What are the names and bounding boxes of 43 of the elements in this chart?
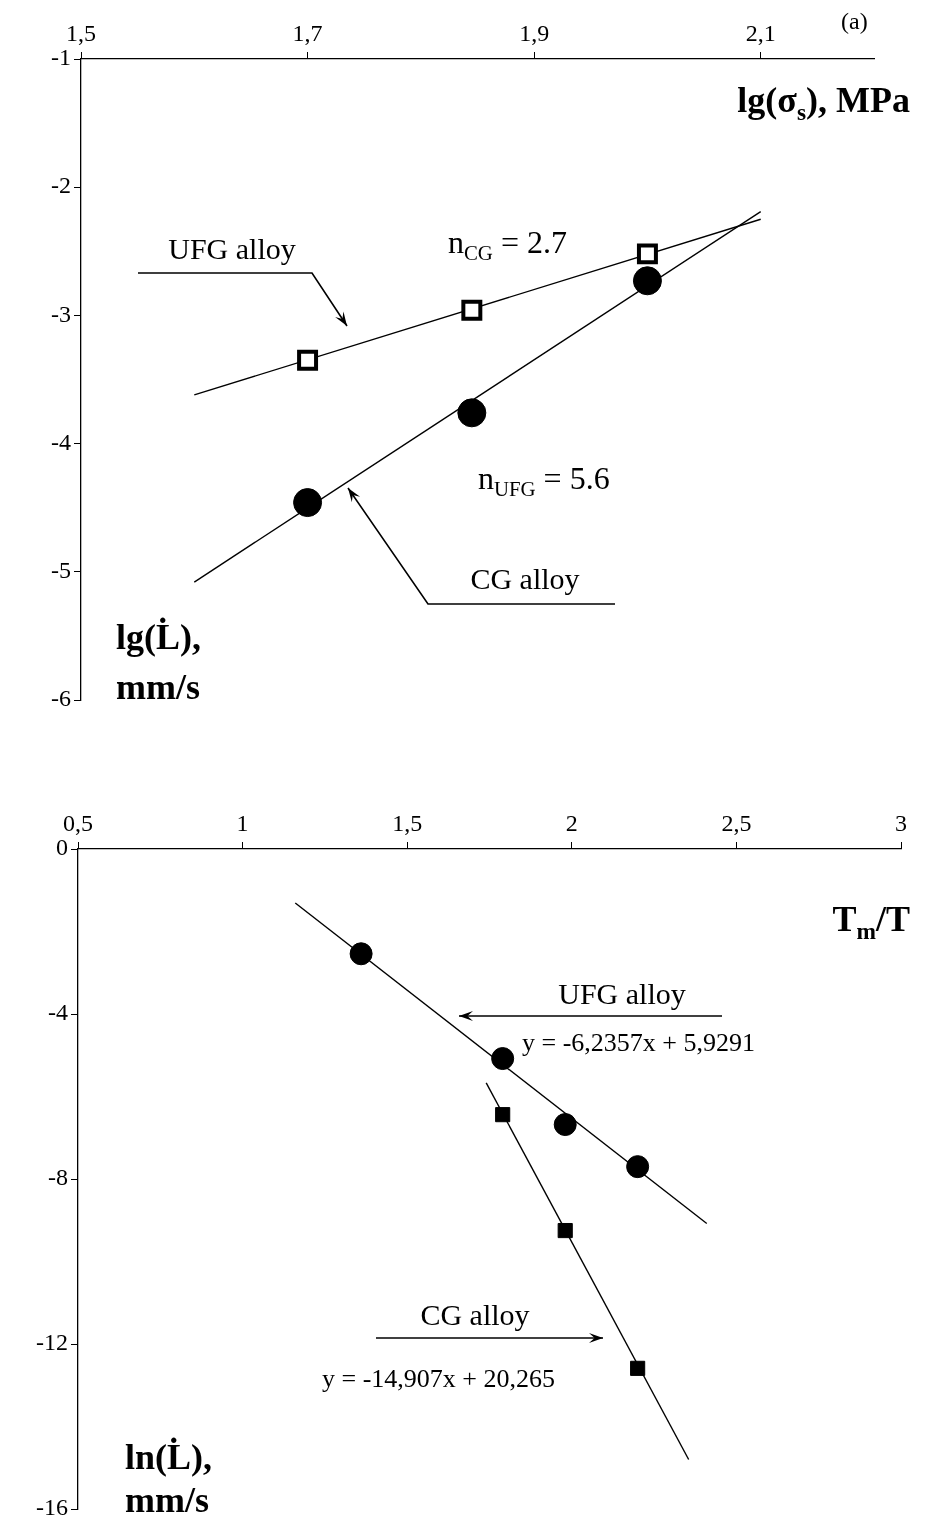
annotation: UFG alloy	[558, 977, 686, 1010]
y-tick-label: 0	[56, 834, 68, 861]
point	[293, 488, 323, 518]
x-tick-label: 1,7	[292, 19, 323, 46]
y-tick-label: -1	[51, 44, 71, 71]
annotation: UFG alloy	[168, 232, 296, 265]
point	[636, 243, 658, 265]
y-axis-title: lg(L̇), mm/s	[116, 617, 201, 707]
annotation: CG alloy	[470, 562, 580, 595]
point	[457, 398, 487, 428]
annotation: CG alloy	[420, 1298, 530, 1331]
x-tick-label: 1,5	[66, 19, 96, 46]
point	[461, 299, 483, 321]
point	[626, 1155, 650, 1179]
x-tick-label: 1	[236, 809, 249, 836]
x-tick-label: 2,1	[745, 19, 776, 46]
annotation: y = -14,907x + 20,265	[322, 1364, 555, 1393]
point	[630, 1360, 646, 1376]
y-tick-label: -4	[51, 428, 71, 455]
point	[495, 1107, 511, 1123]
point	[632, 266, 662, 296]
point	[557, 1222, 573, 1239]
y-tick-label: -4	[48, 999, 68, 1026]
x-tick-label: 1,9	[519, 19, 550, 46]
y-tick-label: -16	[36, 1494, 68, 1521]
x-tick-label: 2	[565, 809, 578, 836]
y-tick-label: -6	[51, 685, 71, 712]
point	[297, 349, 319, 371]
text: (a)	[841, 8, 868, 34]
point	[553, 1113, 577, 1137]
y-axis-title: ln(L̇), mm/s	[125, 1437, 213, 1520]
x-tick-label: 3	[895, 809, 907, 836]
x-tick-label: 0,5	[63, 809, 93, 836]
y-tick-label: -3	[51, 300, 71, 327]
x-tick-label: 2,5	[721, 809, 752, 836]
y-tick-label: -2	[51, 172, 71, 199]
y-tick-label: -5	[51, 557, 71, 584]
x-tick-label: 1,5	[392, 809, 423, 836]
point	[349, 942, 373, 966]
y-tick-label: -12	[36, 1329, 68, 1356]
annotation: y = -6,2357x + 5,9291	[522, 1028, 755, 1057]
point	[491, 1047, 515, 1071]
y-tick-label: -8	[48, 1164, 68, 1191]
